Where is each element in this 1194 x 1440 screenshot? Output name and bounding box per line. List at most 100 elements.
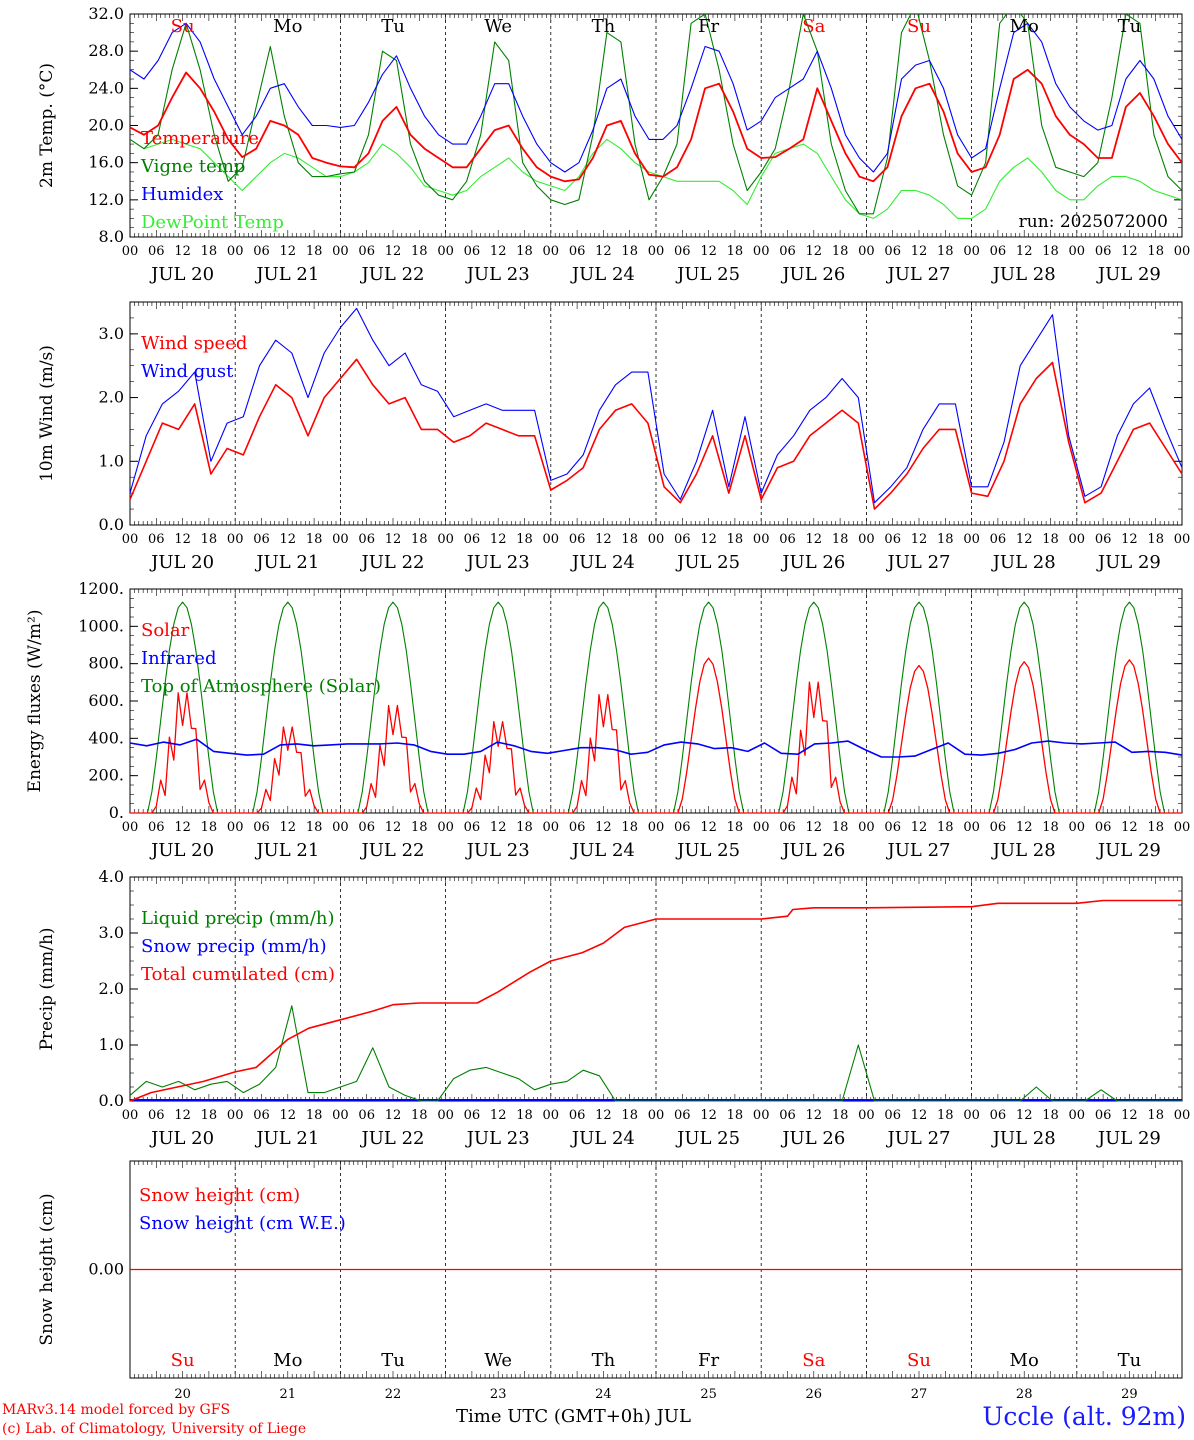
day-number-label: 25 bbox=[700, 1387, 717, 1402]
x-hour-label: 06 bbox=[464, 820, 481, 835]
x-hour-label: 00 bbox=[122, 244, 139, 259]
day-number-label: 22 bbox=[385, 1387, 402, 1402]
x-date-label: JUL 25 bbox=[675, 840, 740, 861]
x-hour-label: 00 bbox=[963, 244, 980, 259]
x-date-label: JUL 22 bbox=[360, 840, 425, 861]
x-hour-label: 18 bbox=[1042, 244, 1059, 259]
x-hour-label: 00 bbox=[858, 532, 875, 547]
x-hour-label: 06 bbox=[884, 820, 901, 835]
x-hour-label: 12 bbox=[595, 244, 612, 259]
x-date-label: JUL 20 bbox=[149, 1128, 214, 1149]
x-hour-label: 06 bbox=[884, 244, 901, 259]
y-axis-title: Energy fluxes (W/m²) bbox=[25, 610, 45, 793]
weekday-label: Tu bbox=[381, 16, 405, 37]
x-hour-label: 00 bbox=[437, 820, 454, 835]
x-hour-label: 18 bbox=[832, 532, 849, 547]
y-axis-title: Precip (mm/h) bbox=[37, 927, 57, 1050]
x-hour-label: 00 bbox=[1069, 1108, 1086, 1123]
y-tick-label: 16.0 bbox=[88, 153, 124, 172]
x-hour-label: 18 bbox=[621, 244, 638, 259]
x-hour-label: 06 bbox=[674, 244, 691, 259]
y-tick-label: 1200. bbox=[78, 579, 124, 598]
x-hour-label: 06 bbox=[569, 244, 586, 259]
x-hour-label: 06 bbox=[779, 532, 796, 547]
y-tick-label: 0. bbox=[109, 803, 124, 822]
x-date-label: JUL 23 bbox=[465, 840, 530, 861]
series-line-1 bbox=[130, 14, 1182, 215]
x-date-label: JUL 20 bbox=[149, 552, 214, 573]
x-hour-label: 18 bbox=[832, 820, 849, 835]
x-hour-label: 12 bbox=[1121, 1108, 1138, 1123]
x-hour-label: 12 bbox=[806, 820, 823, 835]
x-hour-label: 12 bbox=[280, 1108, 297, 1123]
x-hour-label: 06 bbox=[884, 532, 901, 547]
x-hour-label: 06 bbox=[253, 820, 270, 835]
x-hour-label: 18 bbox=[411, 1108, 428, 1123]
day-number-label: 27 bbox=[911, 1387, 928, 1402]
x-hour-label: 06 bbox=[990, 532, 1007, 547]
y-tick-label: 3.0 bbox=[99, 324, 124, 343]
x-hour-label: 12 bbox=[385, 532, 402, 547]
x-hour-label: 06 bbox=[1095, 532, 1112, 547]
x-hour-label: 00 bbox=[963, 820, 980, 835]
x-axis-title: Time UTC (GMT+0h) JUL bbox=[456, 1406, 691, 1427]
x-date-label: JUL 25 bbox=[675, 552, 740, 573]
weekday-label: Su bbox=[171, 16, 195, 37]
x-hour-label: 12 bbox=[174, 1108, 191, 1123]
legend-entry: Vigne temp bbox=[140, 156, 245, 177]
x-hour-label: 00 bbox=[332, 1108, 349, 1123]
x-hour-label: 18 bbox=[516, 532, 533, 547]
x-hour-label: 00 bbox=[753, 244, 770, 259]
x-hour-label: 00 bbox=[332, 820, 349, 835]
x-hour-label: 06 bbox=[779, 1108, 796, 1123]
x-hour-label: 18 bbox=[516, 244, 533, 259]
x-hour-label: 06 bbox=[148, 244, 165, 259]
x-hour-label: 12 bbox=[1016, 244, 1033, 259]
x-date-label: JUL 29 bbox=[1096, 840, 1161, 861]
x-date-label: JUL 22 bbox=[360, 552, 425, 573]
x-hour-label: 12 bbox=[280, 244, 297, 259]
weekday-label: Tu bbox=[1118, 16, 1142, 37]
x-date-label: JUL 21 bbox=[254, 1128, 319, 1149]
x-hour-label: 12 bbox=[1016, 532, 1033, 547]
x-date-label: JUL 21 bbox=[254, 552, 319, 573]
x-hour-label: 00 bbox=[227, 532, 244, 547]
x-hour-label: 18 bbox=[516, 1108, 533, 1123]
x-hour-label: 18 bbox=[621, 1108, 638, 1123]
x-hour-label: 12 bbox=[806, 1108, 823, 1123]
x-hour-label: 12 bbox=[280, 532, 297, 547]
x-hour-label: 12 bbox=[385, 820, 402, 835]
plot-frame bbox=[129, 13, 1183, 238]
x-hour-label: 18 bbox=[621, 532, 638, 547]
x-hour-label: 18 bbox=[937, 820, 954, 835]
x-hour-label: 18 bbox=[411, 820, 428, 835]
x-date-label: JUL 28 bbox=[991, 264, 1056, 285]
weekday-label: Sa bbox=[802, 16, 825, 37]
x-date-label: JUL 23 bbox=[465, 552, 530, 573]
x-date-label: JUL 24 bbox=[570, 1128, 635, 1149]
y-tick-label: 20.0 bbox=[88, 116, 124, 135]
x-hour-label: 18 bbox=[201, 532, 218, 547]
x-hour-label: 18 bbox=[306, 1108, 323, 1123]
x-hour-label: 06 bbox=[148, 820, 165, 835]
day-number-label: 29 bbox=[1121, 1387, 1138, 1402]
x-hour-label: 18 bbox=[1147, 820, 1164, 835]
y-tick-label: 8.0 bbox=[99, 227, 124, 246]
day-number-label: 20 bbox=[174, 1387, 191, 1402]
x-hour-label: 12 bbox=[595, 820, 612, 835]
y-tick-label: 1.0 bbox=[99, 1035, 124, 1054]
y-tick-label: 1.0 bbox=[99, 451, 124, 470]
x-date-label: JUL 27 bbox=[886, 552, 951, 573]
x-hour-label: 00 bbox=[753, 532, 770, 547]
x-hour-label: 06 bbox=[990, 1108, 1007, 1123]
x-hour-label: 00 bbox=[753, 820, 770, 835]
x-hour-label: 06 bbox=[358, 820, 375, 835]
x-hour-label: 18 bbox=[937, 244, 954, 259]
x-hour-label: 00 bbox=[543, 1108, 560, 1123]
weekday-label: Mo bbox=[273, 16, 302, 37]
x-date-label: JUL 26 bbox=[780, 840, 845, 861]
x-hour-label: 06 bbox=[674, 820, 691, 835]
day-number-label: 23 bbox=[490, 1387, 507, 1402]
credit-lab: (c) Lab. of Climatology, University of L… bbox=[2, 1421, 307, 1437]
x-hour-label: 12 bbox=[490, 1108, 507, 1123]
